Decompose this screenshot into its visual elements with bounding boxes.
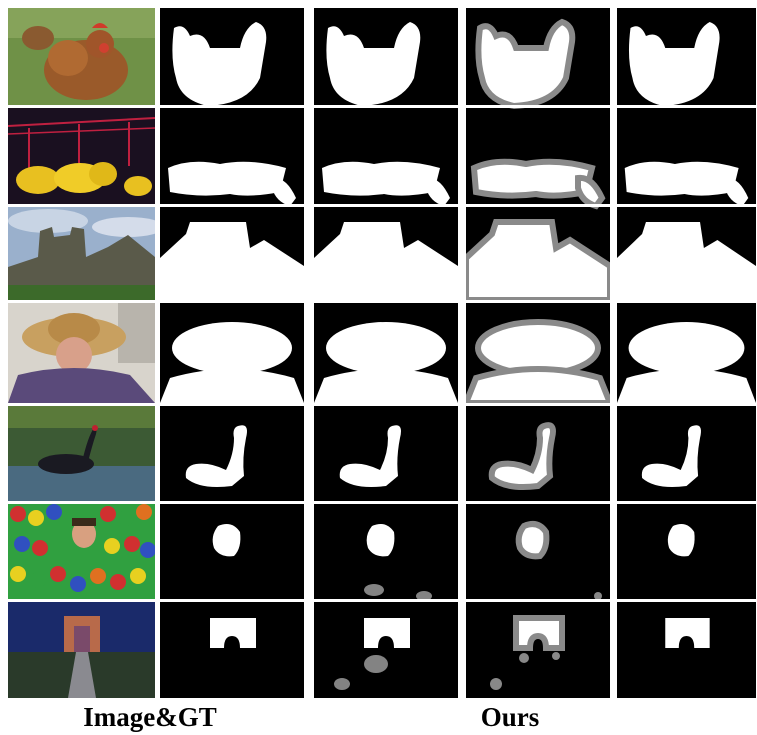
row-divider xyxy=(160,300,756,303)
row-divider xyxy=(160,204,756,207)
pred-mask-column-2 xyxy=(466,8,610,698)
photo-castle xyxy=(8,207,155,300)
photo-ball-pit xyxy=(8,504,155,599)
label-ours: Ours xyxy=(480,702,540,732)
row-divider xyxy=(160,403,756,406)
photo-person-with-sombrero xyxy=(8,303,155,403)
gt-mask-column xyxy=(160,8,304,698)
pred-mask-column-1 xyxy=(314,8,458,698)
photo-hen xyxy=(8,8,155,105)
row-divider xyxy=(160,501,756,504)
label-image-gt: Image&GT xyxy=(83,702,217,732)
row-divider xyxy=(160,599,756,602)
photo-bananas xyxy=(8,108,155,204)
row-divider xyxy=(160,105,756,108)
pred-mask-column-3 xyxy=(617,8,756,698)
photo-arch-gate xyxy=(8,602,155,698)
photo-black-swan xyxy=(8,406,155,501)
